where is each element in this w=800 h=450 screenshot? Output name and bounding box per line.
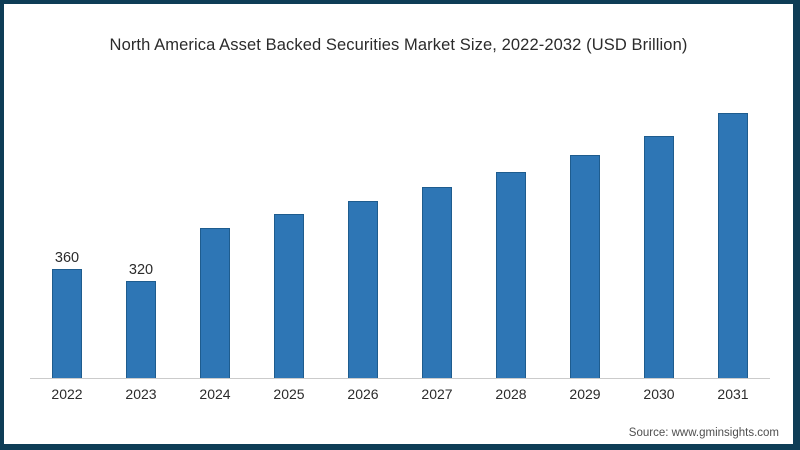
bar-slot — [178, 228, 252, 378]
bar-2027 — [422, 187, 452, 378]
x-tick-label: 2023 — [125, 386, 157, 402]
bar-slot: 320 — [104, 262, 178, 378]
bar-2024 — [200, 228, 230, 378]
chart-title: North America Asset Backed Securities Ma… — [109, 36, 688, 54]
bar-2031 — [718, 113, 748, 378]
x-tick-label: 2025 — [273, 386, 305, 402]
bar-slot — [622, 136, 696, 378]
bar-2022 — [52, 269, 82, 378]
x-tick-label: 2031 — [717, 386, 749, 402]
x-tick-label: 2030 — [643, 386, 675, 402]
source-attribution: Source: www.gminsights.com — [628, 427, 779, 439]
bar-slot — [326, 201, 400, 378]
bar-slot — [400, 187, 474, 378]
bar-slot — [252, 214, 326, 378]
bar-2023 — [126, 281, 156, 378]
bar-2030 — [644, 136, 674, 378]
bars-container: 360 320 — [30, 56, 770, 378]
bar-2026 — [348, 201, 378, 378]
bar-2029 — [570, 155, 600, 378]
x-tick-label: 2026 — [347, 386, 379, 402]
bar-value-label: 360 — [54, 250, 80, 266]
bar-slot — [474, 172, 548, 378]
bar-slot: 360 — [30, 250, 104, 378]
x-tick-label: 2029 — [569, 386, 601, 402]
x-tick-label: 2027 — [421, 386, 453, 402]
x-tick-label: 2022 — [51, 386, 83, 402]
bar-2028 — [496, 172, 526, 378]
plot-area: 360 320 2022 2023 2024 2025 2026 2027 2028 2029 2… — [30, 56, 770, 406]
bar-value-label: 320 — [128, 262, 154, 278]
x-tick-label: 2028 — [495, 386, 527, 402]
bar-slot — [696, 113, 770, 378]
x-tick-label: 2024 — [199, 386, 231, 402]
source-row: Source: www.gminsights.com — [4, 427, 793, 439]
bar-2025 — [274, 214, 304, 378]
x-axis: 2022 2023 2024 2025 2026 2027 2028 2029 2030 2031 — [30, 378, 770, 406]
bar-slot — [548, 155, 622, 378]
